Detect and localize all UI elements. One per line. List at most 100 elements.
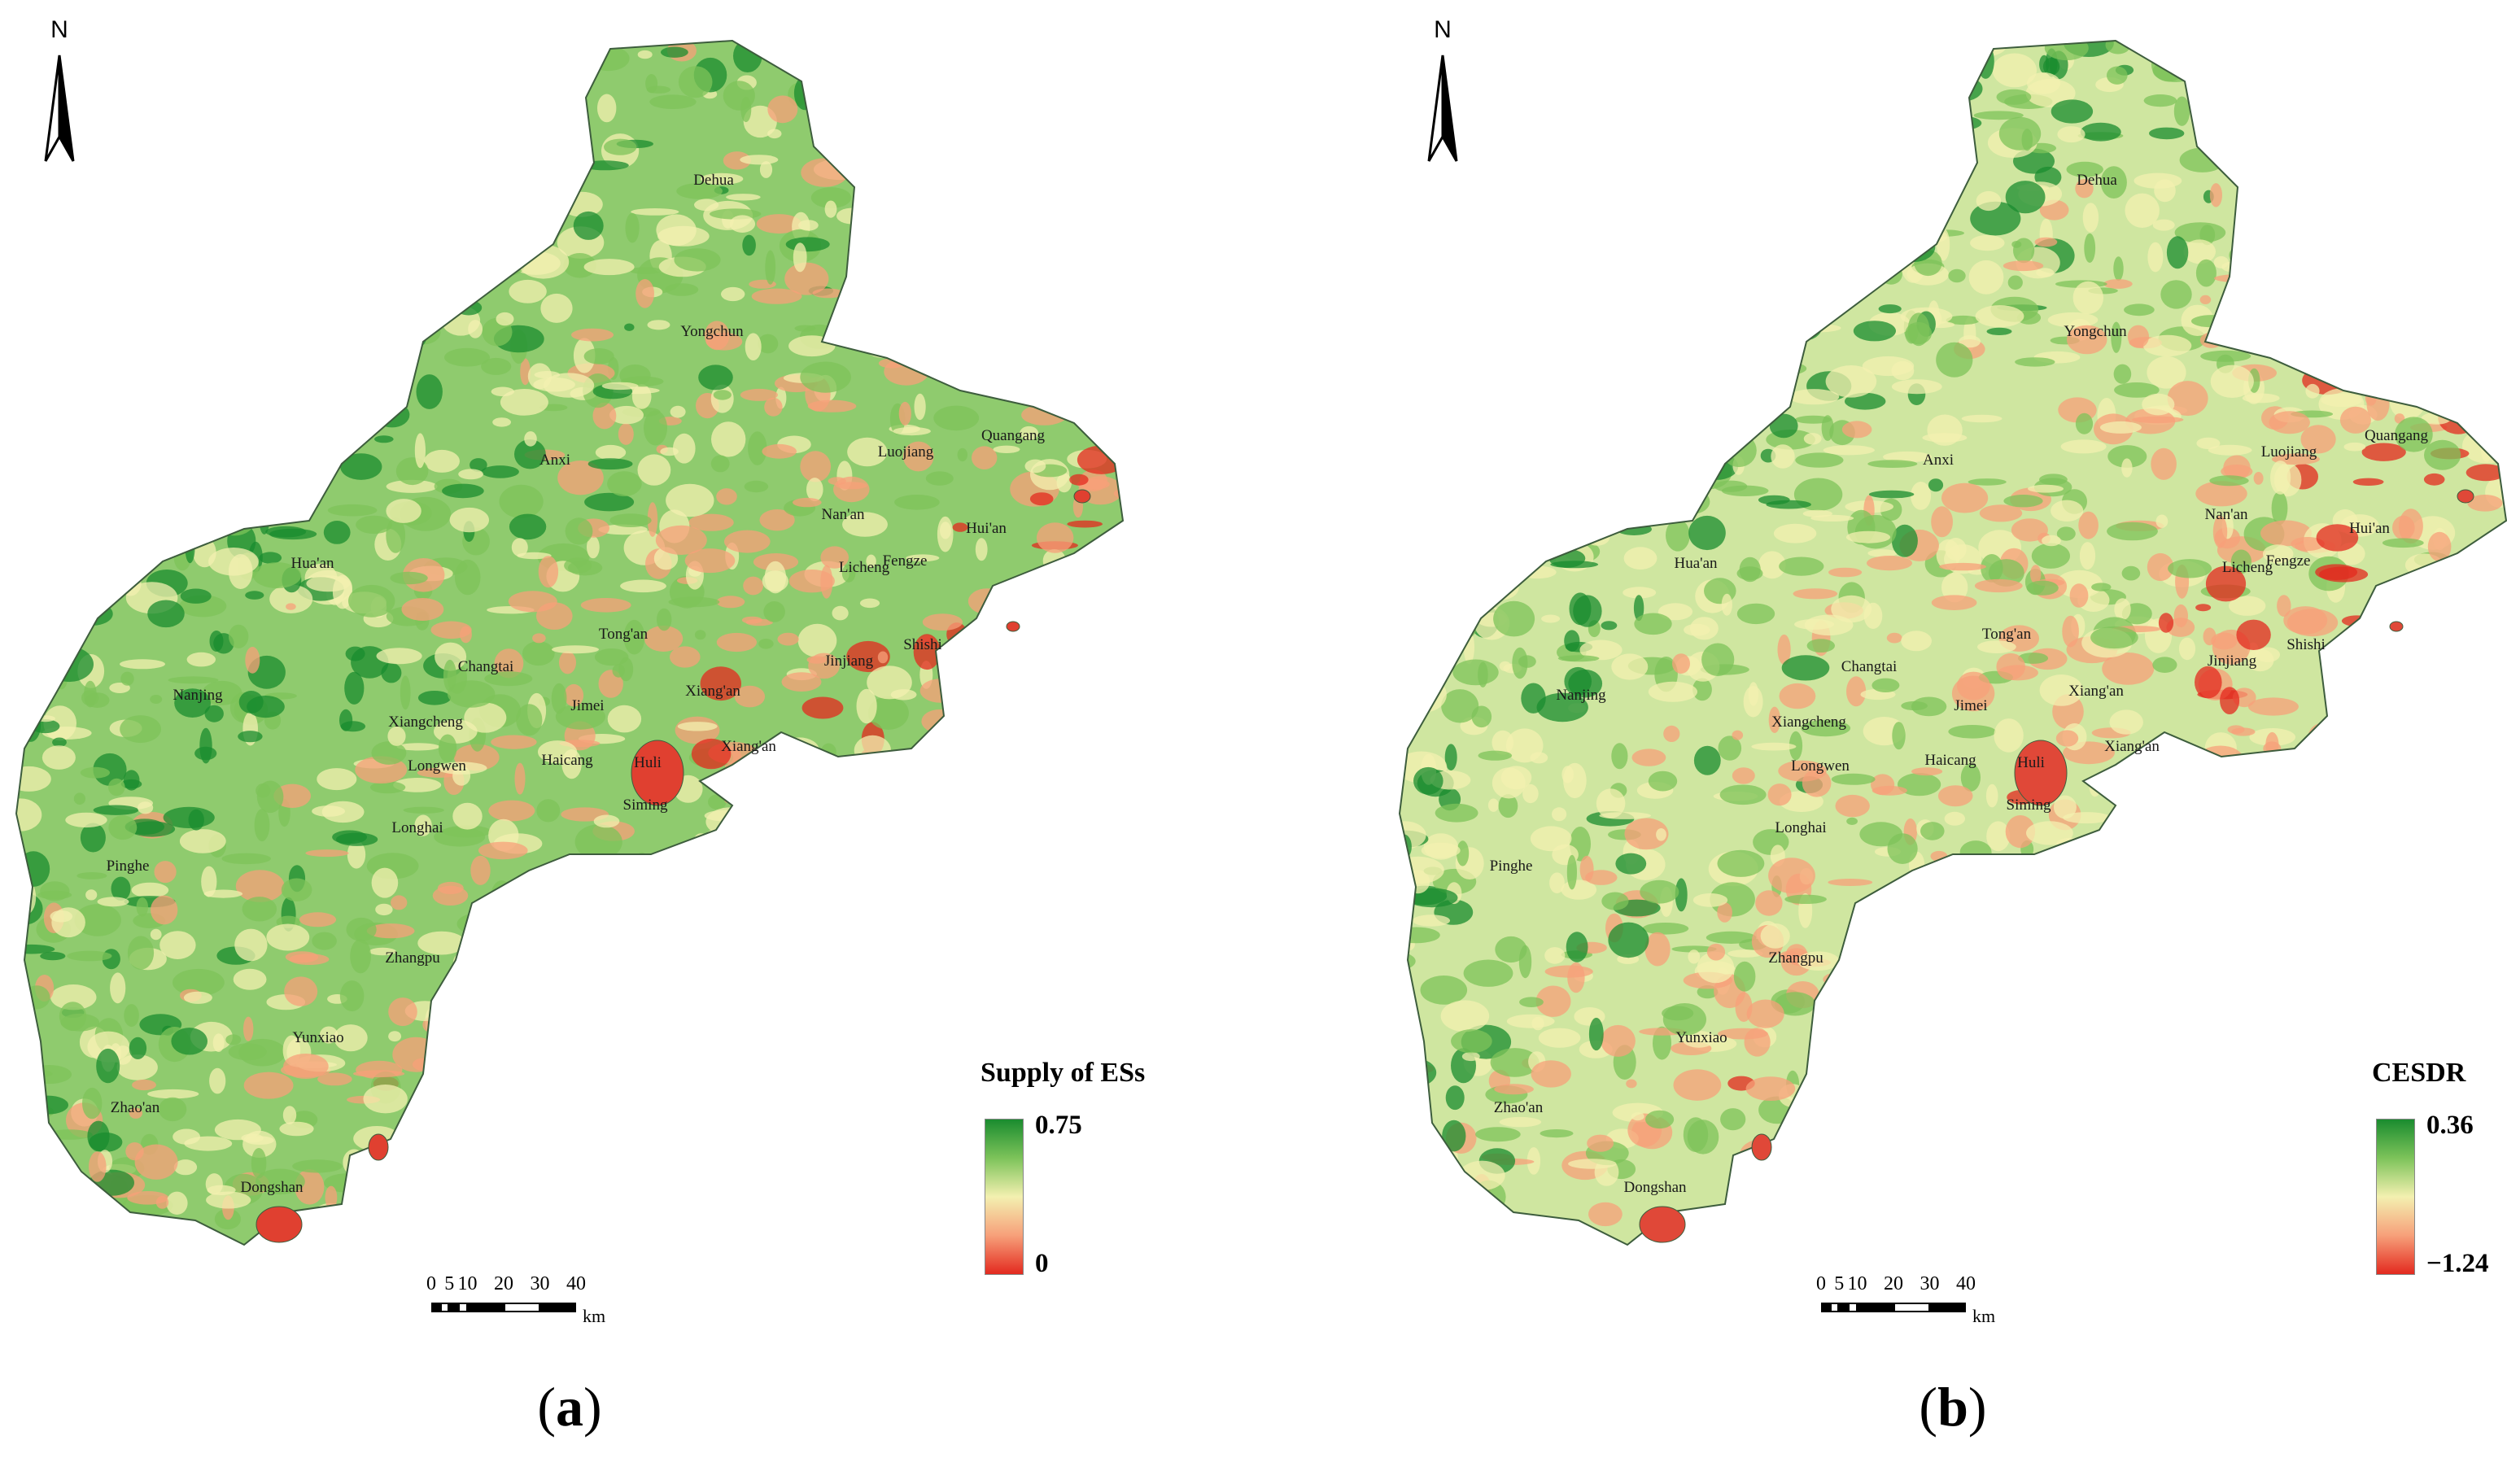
place-label: Xiang'an xyxy=(2104,738,2160,755)
scale-bar: 0 5 10 20 30 40 km xyxy=(1816,1273,2163,1330)
scale-segment xyxy=(431,1303,441,1312)
place-label: Haicang xyxy=(541,752,593,769)
place-label: Xiang'an xyxy=(721,738,776,755)
region-landmass xyxy=(16,41,1123,1245)
place-label: Quangang xyxy=(981,427,1046,444)
place-label: Hui'an xyxy=(966,520,1007,537)
island xyxy=(368,1133,389,1161)
legend-max-value: 0.36 xyxy=(2426,1111,2474,1140)
legend-min-value: −1.24 xyxy=(2426,1249,2489,1278)
scale-unit: km xyxy=(583,1306,606,1326)
legend-min-value: 0 xyxy=(1035,1249,1049,1278)
place-label: Shishi xyxy=(2286,636,2326,653)
place-label: Siming xyxy=(622,797,668,814)
scale-segment xyxy=(1830,1303,1840,1312)
map-panel-b: N CESDR 0.36 −1.24 0 5 10 20 30 40 km (b) Dehu… xyxy=(1383,0,2507,1484)
place-label: Hua'an xyxy=(290,555,334,572)
place-label: Yongchun xyxy=(2064,323,2127,340)
scale-segment xyxy=(1821,1303,1831,1312)
place-label: Yunxiao xyxy=(292,1029,344,1046)
place-label: Dehua xyxy=(693,172,734,189)
place-label: Xiangcheng xyxy=(1771,714,1846,731)
place-label: Tong'an xyxy=(1981,626,2032,643)
place-label: Nanjing xyxy=(173,687,223,704)
scale-tick-label: 20 xyxy=(494,1273,513,1294)
scale-segment xyxy=(504,1303,540,1312)
place-label: Huli xyxy=(634,754,662,771)
island xyxy=(1639,1206,1686,1243)
place-label: Yongchun xyxy=(680,323,744,340)
place-label: Jimei xyxy=(570,697,605,714)
scale-unit: km xyxy=(1972,1306,1996,1326)
place-label: Dongshan xyxy=(1623,1179,1687,1196)
scale-segment xyxy=(440,1303,450,1312)
place-label: Huli xyxy=(2017,754,2045,771)
place-label: Licheng xyxy=(2221,559,2273,576)
place-label: Jinjiang xyxy=(2207,653,2257,670)
scale-tick-label: 5 xyxy=(1834,1273,1845,1294)
place-label: Luojiang xyxy=(877,443,934,460)
place-label: Fengze xyxy=(2265,552,2311,570)
scale-segment xyxy=(1848,1303,1858,1312)
north-letter: N xyxy=(1434,16,1452,43)
place-label: Xiangcheng xyxy=(388,714,463,731)
island xyxy=(1751,1133,1772,1161)
scale-segment xyxy=(539,1303,576,1312)
place-label: Anxi xyxy=(1923,452,1954,469)
legend-color-ramp xyxy=(2376,1119,2415,1275)
north-arrow-icon: N xyxy=(1422,16,1479,162)
place-label: Fengze xyxy=(882,552,928,570)
place-label: Anxi xyxy=(539,452,570,469)
scale-tick-label: 30 xyxy=(530,1273,550,1294)
panel-label: (b) xyxy=(1919,1376,1987,1438)
place-label: Xiang'an xyxy=(2068,683,2124,700)
place-label: Zhao'an xyxy=(1493,1099,1544,1116)
scale-tick-label: 30 xyxy=(1920,1273,1940,1294)
island xyxy=(256,1206,303,1243)
scale-tick-label: 10 xyxy=(1847,1273,1867,1294)
place-label: Luojiang xyxy=(2260,443,2317,460)
place-label: Siming xyxy=(2006,797,2051,814)
place-label: Dehua xyxy=(2077,172,2117,189)
place-label: Jinjiang xyxy=(823,653,874,670)
region-landmass xyxy=(1400,41,2506,1245)
place-label: Zhao'an xyxy=(110,1099,160,1116)
place-label: Longhai xyxy=(391,819,443,836)
place-label: Licheng xyxy=(838,559,890,576)
scale-tick-label: 20 xyxy=(1884,1273,1903,1294)
north-arrow-icon: N xyxy=(39,16,96,162)
place-label: Zhangpu xyxy=(1768,949,1823,967)
place-label: Quangang xyxy=(2364,427,2429,444)
region-boundary xyxy=(1398,39,2507,1246)
scale-segment xyxy=(467,1303,504,1312)
map-panel-a: N Supply of ESs 0.75 0 0 5 10 20 30 40 km (a) … xyxy=(0,0,1253,1484)
place-label: Pinghe xyxy=(1489,858,1533,875)
place-label: Shishi xyxy=(903,636,942,653)
place-label: Longwen xyxy=(1791,757,1850,775)
place-label: Dongshan xyxy=(240,1179,304,1196)
place-label: Jimei xyxy=(1954,697,1988,714)
place-label: Changtai xyxy=(1841,658,1898,675)
legend-max-value: 0.75 xyxy=(1035,1111,1082,1140)
place-label: Zhangpu xyxy=(385,949,440,967)
island xyxy=(1006,621,1020,632)
legend-title: CESDR xyxy=(2372,1058,2466,1088)
legend-title: Supply of ESs xyxy=(981,1058,1146,1088)
region-map xyxy=(15,39,1125,1246)
place-label: Nan'an xyxy=(2204,506,2248,523)
legend-color-ramp xyxy=(985,1119,1024,1275)
place-label: Nan'an xyxy=(821,506,865,523)
north-letter: N xyxy=(50,16,68,43)
scale-tick-label: 5 xyxy=(444,1273,455,1294)
place-label: Xiang'an xyxy=(685,683,740,700)
scale-segment xyxy=(458,1303,468,1312)
scale-tick-label: 0 xyxy=(426,1273,436,1294)
scale-segment xyxy=(1893,1303,1930,1312)
scale-tick-label: 40 xyxy=(1956,1273,1976,1294)
place-label: Nanjing xyxy=(1556,687,1606,704)
place-label: Longhai xyxy=(1775,819,1827,836)
island xyxy=(631,740,684,806)
place-label: Yunxiao xyxy=(1675,1029,1727,1046)
place-label: Hua'an xyxy=(1674,555,1718,572)
scale-segment xyxy=(1929,1303,1966,1312)
